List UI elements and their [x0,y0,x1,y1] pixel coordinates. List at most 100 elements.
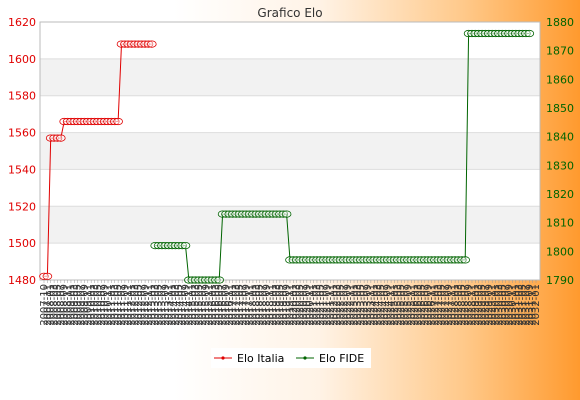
data-point-elo-italia[interactable] [45,134,56,142]
data-point-elo-fide[interactable] [440,256,450,264]
data-point-elo-fide[interactable] [275,210,285,218]
data-point-elo-fide[interactable] [433,256,444,264]
data-point-elo-fide[interactable] [167,242,177,250]
data-point-elo-fide[interactable] [322,256,332,264]
data-point-elo-fide[interactable] [298,256,309,264]
data-point-elo-fide[interactable] [318,256,329,264]
data-point-elo-italia[interactable] [69,117,80,126]
data-point-elo-fide[interactable] [446,256,457,264]
data-point-elo-fide[interactable] [214,276,225,284]
data-point-elo-fide[interactable] [426,256,437,264]
data-point-elo-fide[interactable] [409,256,420,264]
data-point-elo-fide[interactable] [190,276,201,284]
data-point-elo-italia[interactable] [120,40,130,48]
data-point-elo-fide[interactable] [174,242,184,250]
data-point-elo-fide[interactable] [204,276,214,284]
data-point-elo-italia[interactable] [110,117,120,126]
data-point-elo-fide[interactable] [521,29,531,38]
data-point-elo-fide[interactable] [369,256,380,264]
data-point-elo-fide[interactable] [170,242,181,250]
data-point-elo-fide[interactable] [490,29,501,38]
data-point-elo-fide[interactable] [470,29,481,38]
data-point-elo-fide[interactable] [473,29,484,38]
data-point-elo-fide[interactable] [403,256,413,264]
data-point-elo-fide[interactable] [392,256,403,264]
data-point-elo-italia[interactable] [147,40,157,48]
data-point-elo-fide[interactable] [413,256,423,264]
data-point-elo-fide[interactable] [366,256,376,264]
data-point-elo-fide[interactable] [352,256,363,264]
data-point-elo-italia[interactable] [83,117,93,126]
data-point-elo-fide[interactable] [177,242,188,250]
data-point-elo-fide[interactable] [423,256,434,264]
data-point-elo-fide[interactable] [457,256,467,264]
data-point-elo-fide[interactable] [187,276,198,284]
data-point-elo-fide[interactable] [184,276,194,284]
data-point-elo-fide[interactable] [305,256,316,264]
data-point-elo-fide[interactable] [224,210,235,218]
data-point-elo-italia[interactable] [99,117,110,126]
data-point-elo-fide[interactable] [281,210,292,218]
data-point-elo-italia[interactable] [66,117,76,126]
data-point-elo-fide[interactable] [254,210,265,218]
data-point-elo-fide[interactable] [443,256,454,264]
data-point-elo-fide[interactable] [248,210,258,218]
data-point-elo-fide[interactable] [285,256,295,264]
data-point-elo-fide[interactable] [396,256,407,264]
data-point-elo-fide[interactable] [325,256,336,264]
data-point-elo-italia[interactable] [49,134,59,142]
data-point-elo-italia[interactable] [93,117,103,126]
data-point-elo-fide[interactable] [345,256,356,264]
data-point-elo-fide[interactable] [288,256,299,264]
data-point-elo-italia[interactable] [126,40,137,48]
data-point-elo-fide[interactable] [207,276,218,284]
data-point-elo-fide[interactable] [379,256,390,264]
data-point-elo-fide[interactable] [463,29,474,38]
data-point-elo-fide[interactable] [460,256,471,264]
data-point-elo-fide[interactable] [507,29,518,38]
data-point-elo-fide[interactable] [201,276,211,284]
data-point-elo-fide[interactable] [153,242,164,250]
data-point-elo-fide[interactable] [510,29,521,38]
data-point-elo-fide[interactable] [389,256,400,264]
data-point-elo-fide[interactable] [382,256,393,264]
data-point-elo-fide[interactable] [234,210,245,218]
data-point-elo-italia[interactable] [39,272,49,280]
data-point-elo-fide[interactable] [217,210,228,218]
data-point-elo-fide[interactable] [355,256,366,264]
data-point-elo-fide[interactable] [335,256,346,264]
data-point-elo-fide[interactable] [514,29,524,38]
data-point-elo-italia[interactable] [89,117,100,126]
data-point-elo-fide[interactable] [386,256,396,264]
data-point-elo-fide[interactable] [524,29,535,38]
data-point-elo-fide[interactable] [160,242,171,250]
data-point-elo-fide[interactable] [315,256,326,264]
data-point-elo-italia[interactable] [86,117,96,126]
data-point-elo-fide[interactable] [308,256,319,264]
data-point-elo-fide[interactable] [362,256,373,264]
data-point-elo-fide[interactable] [483,29,494,38]
data-point-elo-italia[interactable] [123,40,133,48]
data-point-elo-fide[interactable] [211,276,221,284]
data-point-elo-fide[interactable] [261,210,272,218]
data-point-elo-italia[interactable] [72,117,83,126]
data-point-elo-fide[interactable] [339,256,349,264]
data-point-elo-italia[interactable] [113,117,123,126]
data-point-elo-fide[interactable] [416,256,427,264]
data-point-elo-fide[interactable] [480,29,491,38]
data-point-elo-fide[interactable] [238,210,248,218]
data-point-elo-italia[interactable] [62,117,73,126]
data-point-elo-italia[interactable] [96,117,107,126]
data-point-elo-fide[interactable] [450,256,460,264]
data-point-elo-italia[interactable] [130,40,140,48]
data-point-elo-fide[interactable] [349,256,359,264]
data-point-elo-italia[interactable] [116,40,127,48]
data-point-elo-fide[interactable] [477,29,487,38]
legend[interactable]: Elo Italia Elo FIDE [211,348,371,368]
data-point-elo-fide[interactable] [504,29,514,38]
data-point-elo-fide[interactable] [271,210,282,218]
data-point-elo-italia[interactable] [143,40,154,48]
data-point-elo-fide[interactable] [467,29,477,38]
data-point-elo-fide[interactable] [332,256,343,264]
data-point-elo-italia[interactable] [140,40,150,48]
